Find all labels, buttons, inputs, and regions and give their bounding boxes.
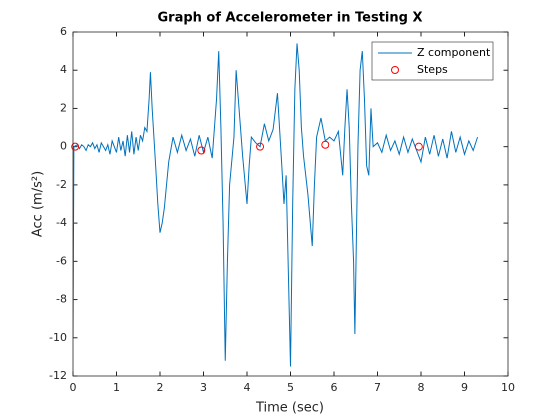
y-tick-label: 2: [60, 101, 67, 114]
y-axis-label: Acc (m/s²): [31, 171, 46, 237]
y-tick-label: -10: [49, 331, 67, 344]
x-tick-label: 1: [113, 381, 120, 394]
x-tick-label: 10: [501, 381, 515, 394]
y-tick-label: -8: [56, 293, 67, 306]
y-tick-label: 4: [60, 63, 67, 76]
x-tick-label: 2: [157, 381, 164, 394]
step-marker: [321, 140, 330, 149]
chart-title: Graph of Accelerometer in Testing X: [157, 11, 422, 26]
y-tick-label: -12: [49, 369, 67, 382]
axes-box: [72, 31, 509, 377]
step-marker: [256, 142, 265, 151]
legend-label: Z component: [417, 46, 491, 59]
x-tick-label: 0: [70, 381, 77, 394]
x-tick-label: 8: [418, 381, 425, 394]
y-tick-label: -4: [56, 216, 67, 229]
step-marker: [414, 142, 423, 151]
step-marker: [197, 146, 206, 155]
x-axis-label: Time (sec): [255, 401, 324, 416]
x-tick-label: 4: [244, 381, 251, 394]
y-tick-label: 6: [60, 25, 67, 38]
legend-box: [371, 41, 494, 81]
y-tick-label: -6: [56, 254, 67, 267]
x-tick-label: 3: [200, 381, 207, 394]
x-tick-label: 7: [374, 381, 381, 394]
x-tick-label: 5: [287, 381, 294, 394]
legend-label: Steps: [417, 63, 448, 76]
y-tick-label: -2: [56, 178, 67, 191]
x-tick-label: 6: [331, 381, 338, 394]
data-line: [73, 43, 479, 367]
y-tick-label: 0: [60, 140, 67, 153]
legend-marker: [391, 66, 399, 74]
step-marker: [71, 142, 80, 151]
x-tick-label: 9: [461, 381, 468, 394]
